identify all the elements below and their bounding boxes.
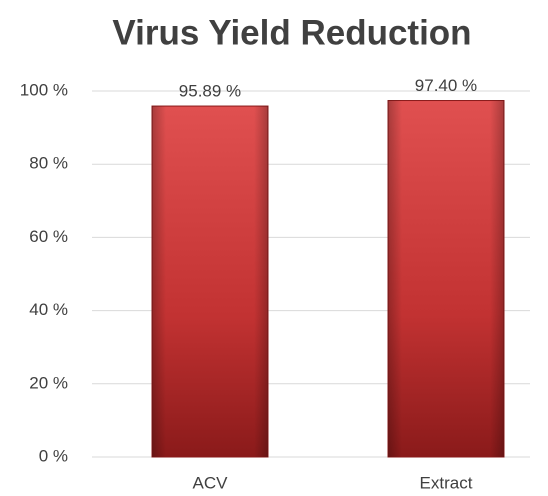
- y-tick-label: 40 %: [29, 300, 68, 319]
- value-label: 95.89 %: [179, 82, 241, 101]
- chart-title: Virus Yield Reduction: [112, 13, 471, 52]
- y-tick-label: 60 %: [29, 227, 68, 246]
- value-label: 97.40 %: [415, 76, 477, 95]
- x-tick-label: Extract: [420, 473, 473, 492]
- y-tick-label: 0 %: [39, 446, 68, 465]
- y-tick-label: 100 %: [20, 80, 68, 99]
- bar: [151, 105, 269, 458]
- y-tick-label: 20 %: [29, 373, 68, 392]
- bar: [387, 100, 505, 458]
- y-tick-label: 80 %: [29, 154, 68, 173]
- x-tick-label: ACV: [193, 473, 229, 492]
